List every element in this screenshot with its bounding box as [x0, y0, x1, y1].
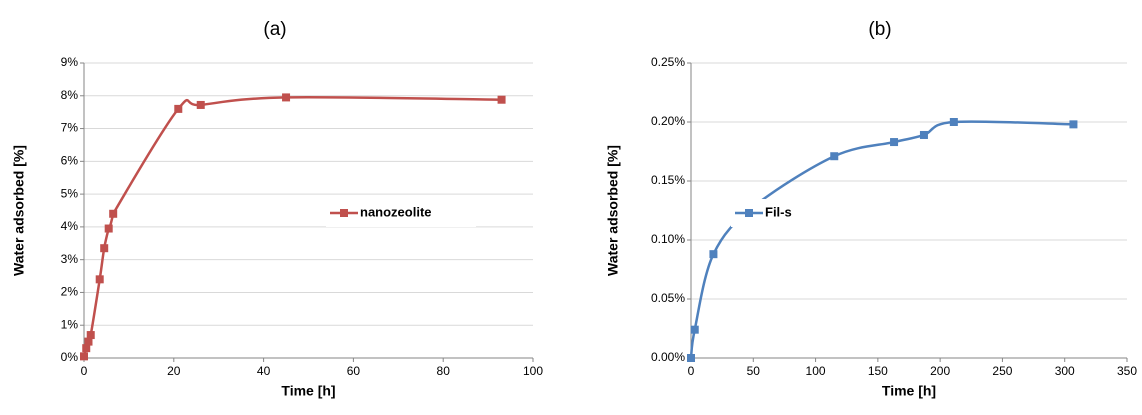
y-axis-title: Water adsorbed [%] — [11, 145, 27, 276]
x-tick-label: 100 — [523, 364, 543, 378]
y-tick-label: 0.05% — [651, 291, 685, 305]
y-tick-label: 0.25% — [651, 55, 685, 69]
y-axis-title: Water adsorbed [%] — [605, 145, 621, 276]
marker — [95, 275, 104, 284]
marker — [82, 344, 91, 353]
x-tick-label: 150 — [868, 364, 888, 378]
x-tick-label: 200 — [930, 364, 950, 378]
marker — [949, 118, 958, 126]
marker — [687, 354, 695, 362]
marker — [497, 95, 506, 104]
y-tick-label: 2% — [61, 285, 79, 299]
x-tick-label: 250 — [992, 364, 1012, 378]
marker — [690, 325, 699, 334]
chart-title: (b) — [868, 19, 891, 40]
x-tick-label: 0 — [81, 364, 88, 378]
x-tick-label: 350 — [1117, 364, 1137, 378]
marker — [282, 93, 291, 102]
marker — [890, 138, 899, 147]
x-tick-label: 0 — [688, 364, 695, 378]
x-axis-title: Time [h] — [882, 383, 936, 399]
x-tick-label: 100 — [806, 364, 826, 378]
y-tick-label: 7% — [61, 121, 79, 135]
marker — [174, 104, 183, 113]
x-tick-label: 50 — [747, 364, 761, 378]
y-tick-label: 6% — [61, 154, 79, 168]
marker — [1069, 120, 1078, 129]
y-tick-label: 0% — [61, 350, 79, 364]
y-tick-label: 0.20% — [651, 114, 685, 128]
legend-marker — [745, 209, 753, 217]
x-axis-title: Time [h] — [281, 383, 335, 399]
x-tick-label: 80 — [437, 364, 451, 378]
marker — [86, 331, 95, 340]
marker — [84, 337, 93, 346]
marker — [109, 209, 118, 218]
legend-marker — [340, 209, 348, 217]
x-tick-label: 60 — [347, 364, 361, 378]
y-tick-label: 0.15% — [651, 173, 685, 187]
y-tick-label: 5% — [61, 186, 79, 200]
y-tick-label: 8% — [61, 88, 79, 102]
legend-label: Fil-s — [765, 204, 792, 219]
marker — [80, 352, 88, 361]
x-tick-label: 20 — [167, 364, 181, 378]
legend-label: nanozeolite — [360, 204, 432, 219]
y-tick-label: 9% — [61, 55, 79, 69]
x-tick-label: 40 — [257, 364, 271, 378]
marker — [196, 100, 205, 109]
marker — [104, 224, 113, 233]
chart-title: (a) — [263, 19, 286, 40]
y-tick-label: 3% — [61, 252, 79, 266]
y-tick-label: 1% — [61, 317, 79, 331]
y-tick-label: 0.00% — [651, 350, 685, 364]
y-tick-label: 4% — [61, 219, 79, 233]
x-tick-label: 300 — [1055, 364, 1075, 378]
marker — [830, 152, 839, 161]
marker — [709, 250, 718, 259]
marker — [100, 244, 109, 253]
marker — [919, 130, 928, 139]
y-tick-label: 0.10% — [651, 232, 685, 246]
